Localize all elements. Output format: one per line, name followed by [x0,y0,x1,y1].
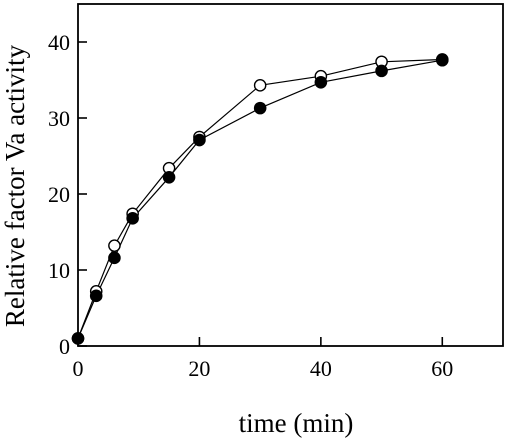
y-axis-title: Relative factor Va activity [0,44,30,327]
series-1-point [108,239,121,252]
series-1-line [77,58,443,339]
x-tick-label-0: 0 [73,356,84,381]
series-markers [71,53,449,345]
x-tick-label-60: 60 [431,356,453,381]
series-2-point [253,101,267,115]
y-tick-label-0: 0 [59,334,70,359]
x-axis-title: time (min) [239,408,354,438]
series-2-point [89,289,103,303]
series-2-point [162,170,176,184]
y-tick-label-20: 20 [48,182,70,207]
series-2-point [375,64,388,78]
x-tick-label-40: 40 [310,356,332,381]
y-tick-label-30: 30 [48,106,70,131]
y-tick-label-10: 10 [48,258,70,283]
series-2-point [108,251,121,265]
plot-frame [77,3,504,347]
axes: 0 20 40 60 0 10 20 30 40 [48,3,504,381]
series-2-line [77,59,443,339]
series-2-point [314,75,328,89]
series-1-point [253,79,267,92]
series-2-point [126,212,139,225]
series-2-point [71,332,85,345]
series-2-point [193,133,206,147]
series-lines [77,58,443,339]
y-tick-label-40: 40 [48,30,70,55]
series-2-point [435,53,449,67]
x-tick-label-20: 20 [188,356,210,381]
